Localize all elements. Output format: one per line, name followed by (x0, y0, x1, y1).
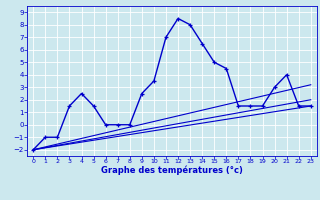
X-axis label: Graphe des températures (°c): Graphe des températures (°c) (101, 166, 243, 175)
